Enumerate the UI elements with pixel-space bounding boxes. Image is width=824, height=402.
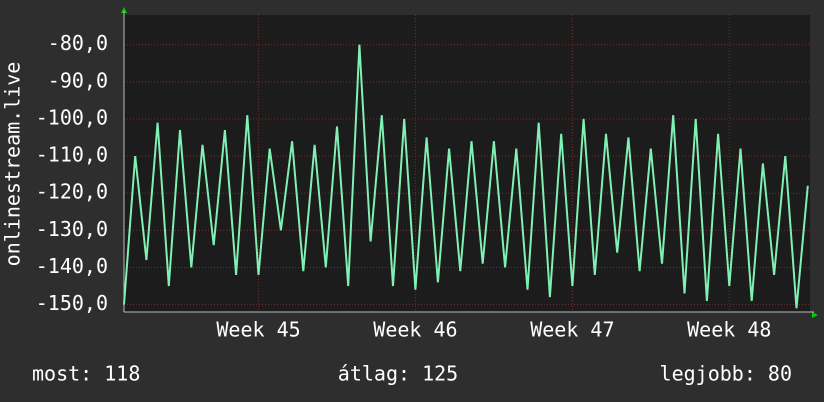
- x-tick-label: Week 45: [216, 318, 300, 342]
- axis-arrow: [121, 7, 127, 13]
- y-tick-label: -90,0: [48, 68, 108, 92]
- x-tick-label: Week 48: [687, 318, 771, 342]
- axis-arrow: [812, 312, 818, 318]
- y-tick-label: -120,0: [36, 180, 108, 204]
- data-line: [123, 44, 809, 309]
- stat-label: most: 118: [32, 362, 140, 386]
- stat-label: legjobb: 80: [660, 362, 792, 386]
- plot-area: [124, 15, 810, 312]
- y-tick-label: -140,0: [36, 254, 108, 278]
- y-tick-label: -100,0: [36, 105, 108, 129]
- x-tick-label: Week 47: [530, 318, 614, 342]
- y-tick-label: -130,0: [36, 217, 108, 241]
- y-tick-label: -80,0: [48, 31, 108, 55]
- x-tick-label: Week 46: [373, 318, 457, 342]
- stat-label: átlag: 125: [338, 362, 458, 386]
- y-tick-label: -150,0: [36, 291, 108, 315]
- y-axis-label: onlinestream.live: [1, 62, 25, 267]
- y-tick-label: -110,0: [36, 143, 108, 167]
